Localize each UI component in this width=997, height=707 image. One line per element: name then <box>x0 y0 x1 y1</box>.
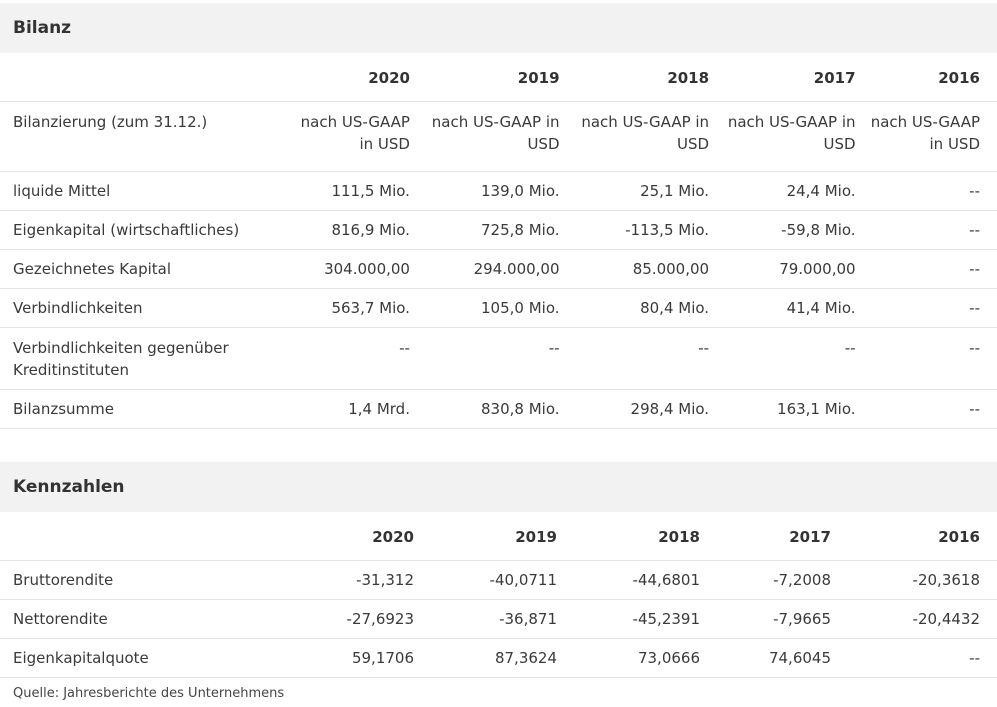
table-row: Bilanzierung (zum 31.12.) nach US-GAAP i… <box>0 101 997 172</box>
row-label: Verbindlichkeiten <box>0 288 292 328</box>
accounting-standard-cell: nach US-GAAP in USD <box>291 101 410 172</box>
value-cell: -113,5 Mio. <box>559 210 710 250</box>
row-label: Eigenkapitalquote <box>0 638 287 678</box>
table-row: Eigenkapital (wirtschaftliches) 816,9 Mi… <box>0 210 997 250</box>
table-row: Verbindlichkeiten 563,7 Mio. 105,0 Mio. … <box>0 288 997 328</box>
value-cell: 816,9 Mio. <box>291 210 410 250</box>
value-cell: -- <box>291 327 410 390</box>
row-label: Bilanzsumme <box>0 389 292 429</box>
value-cell: -7,2008 <box>700 560 831 600</box>
row-label: Verbindlichkeiten gegenüber Kreditinstit… <box>0 327 292 390</box>
kennzahlen-header-empty <box>0 512 287 561</box>
value-cell: -59,8 Mio. <box>709 210 856 250</box>
bilanz-header-empty <box>0 53 292 102</box>
value-cell: -- <box>855 249 997 289</box>
value-cell: 25,1 Mio. <box>559 171 710 211</box>
kennzahlen-year-header: 2019 <box>414 512 557 561</box>
value-cell: 79.000,00 <box>709 249 856 289</box>
bilanz-year-header: 2020 <box>291 53 410 102</box>
value-cell: -- <box>831 638 997 678</box>
row-label: Nettorendite <box>0 599 287 639</box>
value-cell: 73,0666 <box>557 638 700 678</box>
value-cell: -45,2391 <box>557 599 700 639</box>
row-label: Bruttorendite <box>0 560 287 600</box>
value-cell: -20,4432 <box>831 599 997 639</box>
value-cell: -27,6923 <box>287 599 414 639</box>
value-cell: -20,3618 <box>831 560 997 600</box>
kennzahlen-header-row: 2020 2019 2018 2017 2016 <box>0 512 997 561</box>
accounting-standard-cell: nach US-GAAP in USD <box>409 101 560 172</box>
value-cell: 304.000,00 <box>291 249 410 289</box>
value-cell: -44,6801 <box>557 560 700 600</box>
table-row: Nettorendite -27,6923 -36,871 -45,2391 -… <box>0 599 997 639</box>
value-cell: -- <box>409 327 560 390</box>
value-cell: 725,8 Mio. <box>409 210 560 250</box>
accounting-standard-cell: nach US-GAAP in USD <box>559 101 710 172</box>
value-cell: 105,0 Mio. <box>409 288 560 328</box>
accounting-standard-cell: nach US-GAAP in USD <box>709 101 856 172</box>
value-cell: 87,3624 <box>414 638 557 678</box>
value-cell: -- <box>559 327 710 390</box>
kennzahlen-year-header: 2017 <box>700 512 831 561</box>
source-note: Quelle: Jahresberichte des Unternehmens <box>13 686 285 701</box>
row-label: Gezeichnetes Kapital <box>0 249 292 289</box>
kennzahlen-year-header: 2018 <box>557 512 700 561</box>
bilanz-header-row: 2020 2019 2018 2017 2016 <box>0 53 997 102</box>
value-cell: 830,8 Mio. <box>409 389 560 429</box>
value-cell: -- <box>855 288 997 328</box>
table-row: Gezeichnetes Kapital 304.000,00 294.000,… <box>0 249 997 289</box>
value-cell: 111,5 Mio. <box>291 171 410 211</box>
value-cell: 80,4 Mio. <box>559 288 710 328</box>
bilanz-year-header: 2017 <box>709 53 856 102</box>
value-cell: -- <box>855 389 997 429</box>
kennzahlen-year-header: 2020 <box>287 512 414 561</box>
value-cell: -- <box>709 327 856 390</box>
table-row: Eigenkapitalquote 59,1706 87,3624 73,066… <box>0 638 997 678</box>
value-cell: 1,4 Mrd. <box>291 389 410 429</box>
kennzahlen-section-title: Kennzahlen <box>0 462 997 512</box>
row-label: liquide Mittel <box>0 171 292 211</box>
value-cell: 298,4 Mio. <box>559 389 710 429</box>
table-row: liquide Mittel 111,5 Mio. 139,0 Mio. 25,… <box>0 171 997 211</box>
bilanz-section-title: Bilanz <box>0 3 997 53</box>
value-cell: 24,4 Mio. <box>709 171 856 211</box>
value-cell: -40,0711 <box>414 560 557 600</box>
row-label: Bilanzierung (zum 31.12.) <box>0 101 292 172</box>
kennzahlen-year-header: 2016 <box>831 512 997 561</box>
table-row: Verbindlichkeiten gegenüber Kreditinstit… <box>0 327 997 390</box>
value-cell: 85.000,00 <box>559 249 710 289</box>
value-cell: 563,7 Mio. <box>291 288 410 328</box>
bilanz-year-header: 2018 <box>559 53 710 102</box>
value-cell: 41,4 Mio. <box>709 288 856 328</box>
value-cell: -- <box>855 327 997 390</box>
value-cell: -- <box>855 171 997 211</box>
value-cell: -- <box>855 210 997 250</box>
value-cell: -31,312 <box>287 560 414 600</box>
row-label: Eigenkapital (wirtschaftliches) <box>0 210 292 250</box>
value-cell: -36,871 <box>414 599 557 639</box>
table-row: Bilanzsumme 1,4 Mrd. 830,8 Mio. 298,4 Mi… <box>0 389 997 429</box>
bilanz-year-header: 2019 <box>409 53 560 102</box>
value-cell: 294.000,00 <box>409 249 560 289</box>
value-cell: 74,6045 <box>700 638 831 678</box>
bilanz-year-header: 2016 <box>855 53 997 102</box>
bilanz-table: 2020 2019 2018 2017 2016 Bilanzierung (z… <box>0 53 997 429</box>
value-cell: -7,9665 <box>700 599 831 639</box>
kennzahlen-table: 2020 2019 2018 2017 2016 Bruttorendite -… <box>0 512 997 678</box>
table-row: Bruttorendite -31,312 -40,0711 -44,6801 … <box>0 560 997 600</box>
value-cell: 139,0 Mio. <box>409 171 560 211</box>
value-cell: 163,1 Mio. <box>709 389 856 429</box>
accounting-standard-cell: nach US-GAAP in USD <box>855 101 997 172</box>
value-cell: 59,1706 <box>287 638 414 678</box>
